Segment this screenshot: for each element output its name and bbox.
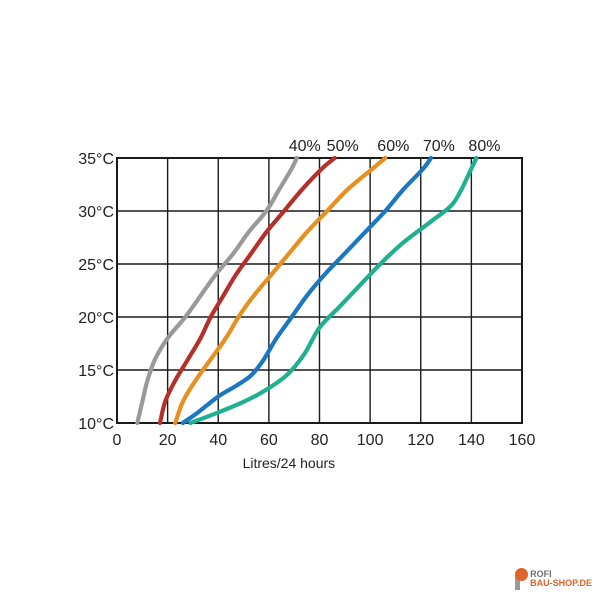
x-tick-label: 100 bbox=[357, 432, 384, 449]
series-label: 50% bbox=[327, 138, 359, 155]
plot-frame bbox=[116, 157, 523, 424]
x-tick-label: 140 bbox=[458, 432, 485, 449]
series-label: 80% bbox=[468, 138, 500, 155]
series-label: 40% bbox=[289, 138, 321, 155]
logo-text-line2: BAU-SHOP.DE bbox=[530, 578, 592, 588]
y-tick-label: 20°C bbox=[78, 310, 114, 327]
series-line-70pct bbox=[180, 155, 433, 426]
y-tick-label: 30°C bbox=[78, 204, 114, 221]
y-tick-label: 25°C bbox=[78, 257, 114, 274]
logo-text-line1: ROFI bbox=[530, 569, 552, 579]
series-label: 60% bbox=[377, 138, 409, 155]
x-tick-label: 80 bbox=[311, 432, 329, 449]
series-line-40pct bbox=[135, 155, 299, 426]
x-tick-label: 60 bbox=[260, 432, 278, 449]
series-line-50pct bbox=[157, 155, 337, 426]
x-tick-label: 40 bbox=[209, 432, 227, 449]
y-tick-label: 15°C bbox=[78, 363, 114, 380]
series-label: 70% bbox=[423, 138, 455, 155]
y-tick-label: 10°C bbox=[78, 416, 114, 433]
logo-p-mark-icon bbox=[514, 568, 529, 590]
series-line-60pct bbox=[173, 155, 388, 426]
x-tick-label: 0 bbox=[113, 432, 122, 449]
x-axis-label: Litres/24 hours bbox=[243, 455, 336, 471]
x-tick-label: 20 bbox=[159, 432, 177, 449]
x-tick-label: 160 bbox=[509, 432, 536, 449]
brand-logo: ROFI BAU-SHOP.DE bbox=[514, 568, 592, 590]
x-tick-label: 120 bbox=[407, 432, 434, 449]
y-tick-label: 35°C bbox=[78, 151, 114, 168]
series-line-80pct bbox=[188, 155, 479, 426]
